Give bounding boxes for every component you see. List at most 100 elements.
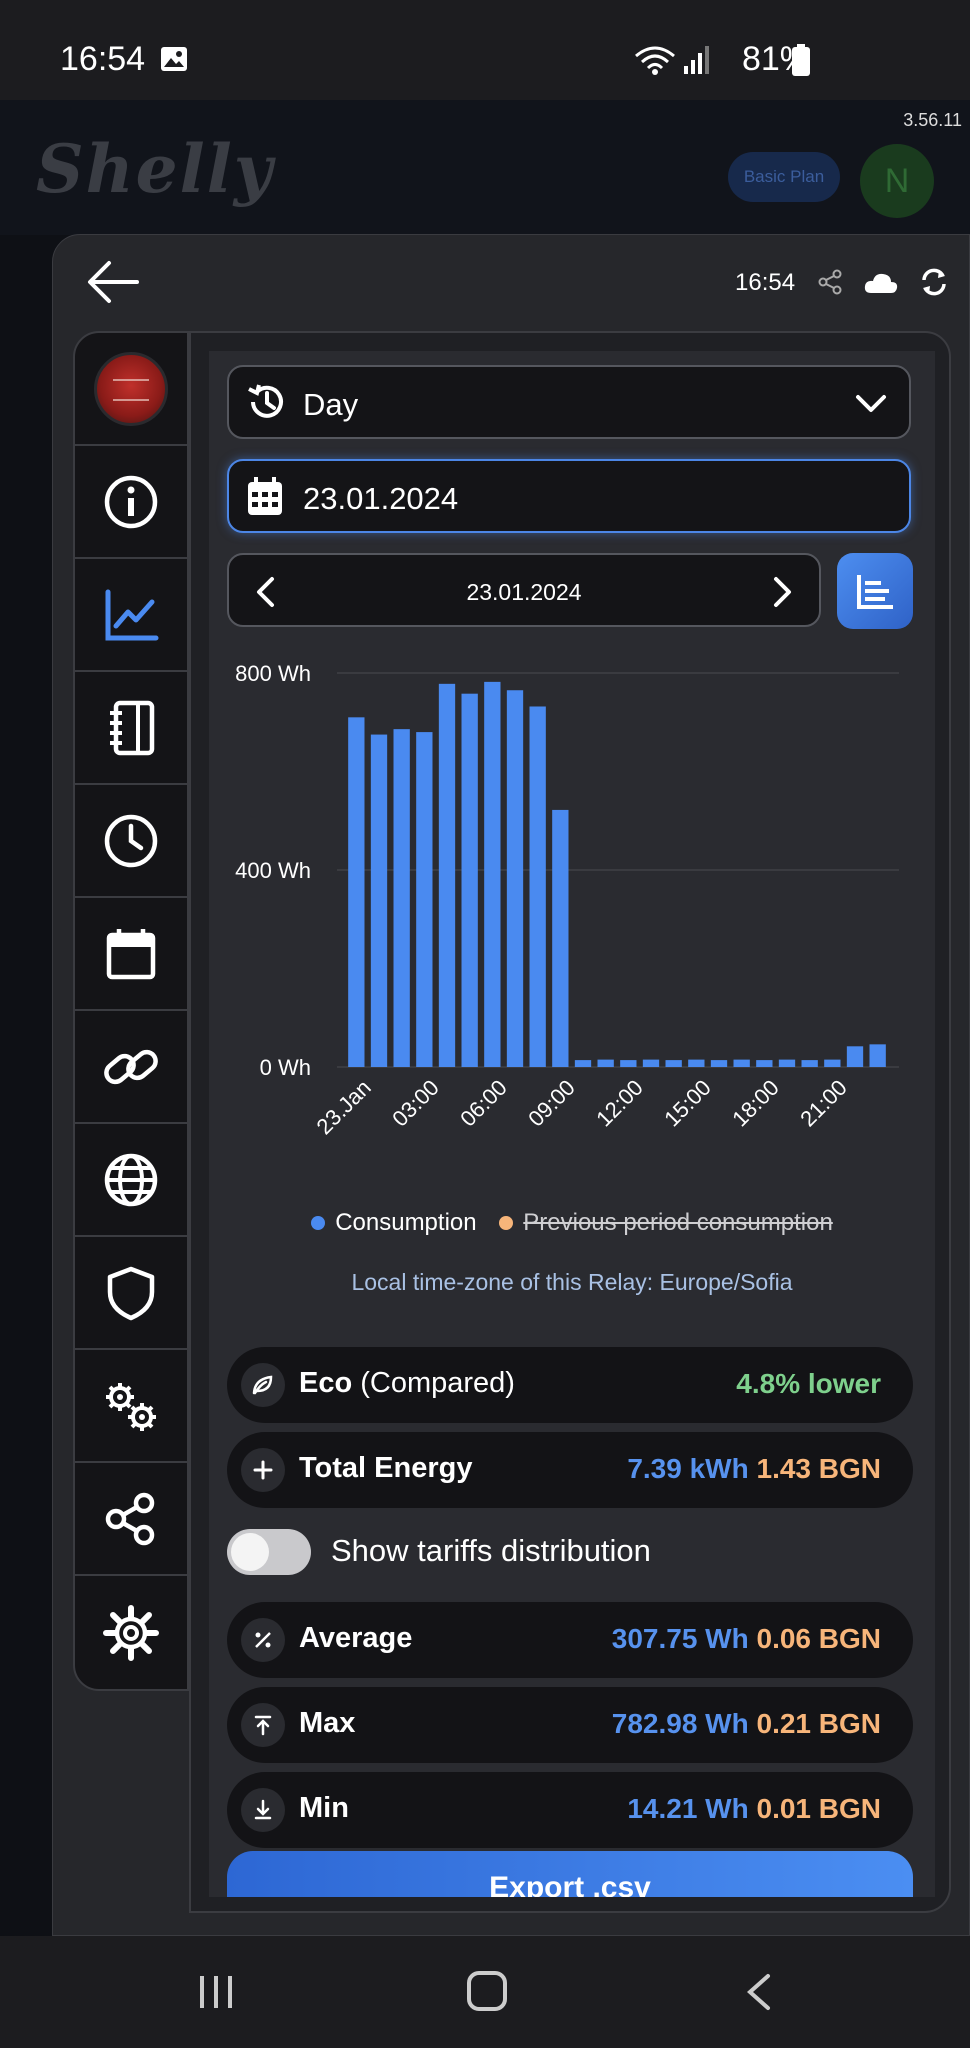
- nav-logs[interactable]: [75, 672, 187, 785]
- max-cost: 0.21 BGN: [756, 1708, 882, 1739]
- chart-bar: [620, 1060, 637, 1067]
- chart-bar: [416, 732, 433, 1067]
- nav-settings[interactable]: [75, 1576, 187, 1689]
- total-energy-stat: Total Energy 7.39 kWh 1.43 BGN: [227, 1432, 913, 1508]
- share-icon[interactable]: [817, 269, 843, 295]
- y-tick-label: 0 Wh: [260, 1055, 311, 1080]
- toggle-knob: [231, 1533, 269, 1571]
- date-navigator-label: 23.01.2024: [466, 579, 582, 605]
- system-nav-bar: [0, 1936, 970, 2048]
- x-tick-label: 03:00: [387, 1075, 444, 1132]
- legend-item-consumption[interactable]: Consumption: [311, 1209, 477, 1237]
- min-value: 14.21 Wh: [627, 1793, 749, 1824]
- shield-icon: [107, 1266, 155, 1320]
- max-stat: Max 782.98 Wh 0.21 BGN: [227, 1687, 913, 1763]
- nav-statistics[interactable]: [75, 559, 187, 672]
- nav-internet[interactable]: [75, 1124, 187, 1237]
- back-arrow-icon[interactable]: [83, 257, 143, 307]
- status-time: 16:54: [60, 40, 146, 78]
- arrow-up-to-line-icon: [241, 1703, 285, 1747]
- chart-bar: [552, 809, 569, 1067]
- period-select[interactable]: Day: [227, 365, 911, 439]
- export-csv-button[interactable]: Export .csv: [227, 1851, 913, 1897]
- chevron-right-icon[interactable]: [767, 575, 797, 609]
- legend-label: Previous period consumption: [523, 1209, 833, 1236]
- device-side-nav: [73, 331, 189, 1691]
- eco-stat: Eco (Compared) 4.8% lower: [227, 1347, 913, 1423]
- chart-bar: [688, 1059, 705, 1067]
- nav-advanced-settings[interactable]: [75, 1350, 187, 1463]
- chart-bar: [370, 734, 388, 1067]
- eco-label: Eco (Compared): [299, 1367, 515, 1400]
- chart-line-icon: [105, 589, 159, 640]
- wifi-icon: [635, 46, 675, 75]
- plan-badge[interactable]: Basic Plan: [728, 152, 840, 202]
- date-picker-field[interactable]: 23.01.2024: [227, 459, 911, 533]
- max-values: 782.98 Wh 0.21 BGN: [612, 1708, 881, 1740]
- min-label: Min: [299, 1792, 349, 1824]
- chart-bar: [597, 1059, 614, 1067]
- min-stat: Min 14.21 Wh 0.01 BGN: [227, 1772, 913, 1848]
- home-icon[interactable]: [466, 1970, 508, 2012]
- share-nodes-icon: [105, 1492, 155, 1545]
- clock-icon: [104, 814, 158, 867]
- bar-chart-icon: [857, 575, 893, 609]
- refresh-icon[interactable]: [919, 267, 949, 297]
- eco-title: Eco: [299, 1367, 353, 1399]
- nav-sharing[interactable]: [75, 1463, 187, 1576]
- device-modal: 16:54: [52, 234, 970, 1936]
- date-navigator: 23.01.2024: [227, 553, 821, 627]
- link-icon: [104, 1049, 158, 1084]
- total-energy-label: Total Energy: [299, 1452, 473, 1484]
- legend-dot: [311, 1216, 326, 1230]
- nav-actions[interactable]: [75, 1011, 187, 1124]
- nav-schedules[interactable]: [75, 785, 187, 898]
- x-tick-label: 23.Jan: [311, 1075, 375, 1139]
- signal-icon: [684, 46, 709, 74]
- chart-bar: [642, 1059, 660, 1067]
- gears-icon: [106, 1382, 156, 1431]
- battery-icon: [792, 44, 810, 76]
- y-tick-label: 800 Wh: [235, 661, 311, 686]
- back-icon[interactable]: [744, 1972, 772, 2012]
- modal-time: 16:54: [735, 269, 796, 296]
- nav-calendar[interactable]: [75, 898, 187, 1011]
- average-label: Average: [299, 1622, 413, 1654]
- calendar-icon: [106, 928, 156, 979]
- chart-type-button[interactable]: [837, 553, 913, 629]
- device-thumbnail: [94, 351, 168, 426]
- chart-bar: [529, 706, 546, 1067]
- chart-bar: [733, 1059, 750, 1067]
- x-tick-label: 18:00: [727, 1075, 784, 1132]
- min-cost: 0.01 BGN: [756, 1793, 882, 1824]
- nav-device[interactable]: [75, 333, 187, 446]
- arrow-down-to-line-icon: [241, 1788, 285, 1832]
- percent-icon: [241, 1618, 285, 1662]
- tariffs-toggle[interactable]: [227, 1529, 311, 1575]
- chart-bar: [393, 729, 410, 1067]
- statistics-content: Day 23.01.2024 23.01.2024 800 Wh 400 Wh 0 …: [209, 351, 935, 1897]
- date-picker-value: 23.01.2024: [303, 481, 459, 516]
- total-energy-values: 7.39 kWh 1.43 BGN: [627, 1453, 881, 1485]
- min-values: 14.21 Wh 0.01 BGN: [627, 1793, 881, 1825]
- app-header: Shelly 3.56.11 Basic Plan N: [0, 100, 970, 235]
- chart-bar: [869, 1044, 886, 1067]
- timezone-note: Local time-zone of this Relay: Europe/So…: [351, 1269, 793, 1295]
- legend-label: Consumption: [335, 1209, 477, 1236]
- max-value: 782.98 Wh: [611, 1708, 749, 1739]
- legend-item-previous[interactable]: Previous period consumption: [499, 1209, 833, 1237]
- avatar[interactable]: N: [860, 144, 934, 218]
- nav-info[interactable]: [75, 446, 187, 559]
- plus-icon: [241, 1448, 285, 1492]
- chart-bar: [461, 693, 478, 1067]
- gear-icon: [103, 1604, 159, 1661]
- nav-security[interactable]: [75, 1237, 187, 1350]
- chart-bar: [778, 1059, 796, 1067]
- chevron-left-icon[interactable]: [251, 575, 281, 609]
- recent-apps-icon[interactable]: [196, 1972, 236, 2012]
- chart-bar: [756, 1060, 773, 1067]
- chart-bar: [710, 1060, 728, 1067]
- chart-legend: Consumption Previous period consumption: [209, 1209, 935, 1249]
- chart-bar: [574, 1060, 592, 1067]
